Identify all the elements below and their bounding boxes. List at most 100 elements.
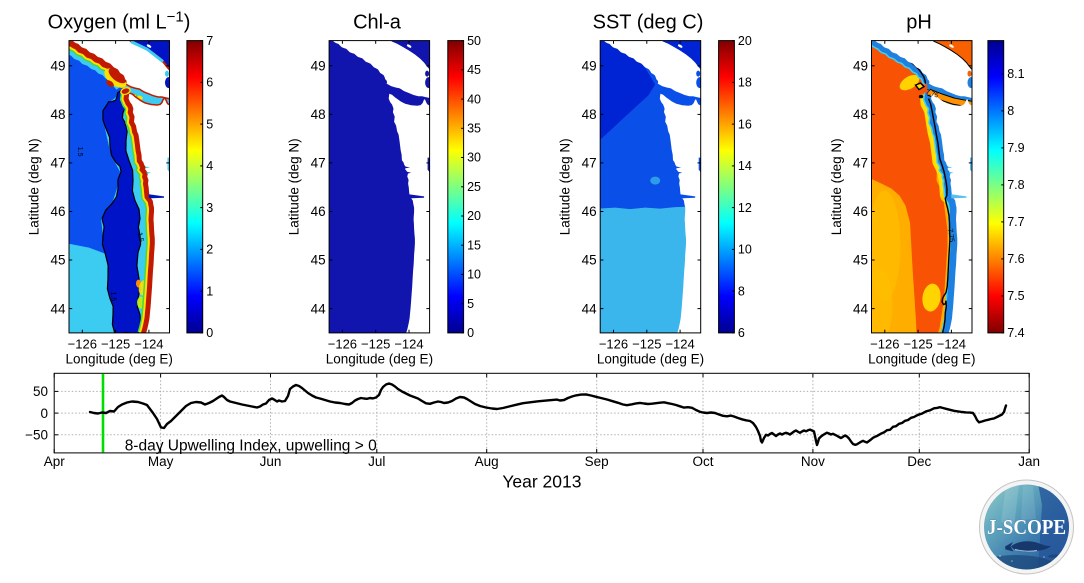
svg-text:48: 48	[311, 107, 326, 122]
svg-text:SST (deg C): SST (deg C)	[593, 12, 704, 34]
svg-text:5: 5	[206, 117, 213, 131]
svg-text:7.7: 7.7	[1007, 215, 1024, 229]
svg-text:47: 47	[582, 156, 597, 171]
svg-text:−126: −126	[599, 336, 628, 351]
svg-text:8-day Upwelling Index, upwelli: 8-day Upwelling Index, upwelling > 0	[125, 438, 377, 455]
svg-text:8: 8	[738, 284, 745, 298]
svg-text:47: 47	[311, 156, 326, 171]
svg-text:Jun: Jun	[260, 454, 282, 469]
svg-text:2: 2	[206, 243, 213, 257]
svg-text:0: 0	[40, 406, 48, 421]
svg-text:47: 47	[853, 156, 868, 171]
svg-text:49: 49	[311, 59, 326, 74]
svg-text:−126: −126	[328, 336, 357, 351]
svg-text:Latitude (deg N): Latitude (deg N)	[26, 138, 41, 235]
svg-text:−124: −124	[937, 336, 966, 351]
svg-text:5: 5	[467, 297, 474, 311]
svg-text:pH: pH	[906, 12, 932, 34]
svg-text:Longitude (deg E): Longitude (deg E)	[326, 351, 433, 366]
svg-text:−125: −125	[632, 336, 661, 351]
svg-text:12: 12	[738, 201, 752, 215]
svg-text:Latitude (deg N): Latitude (deg N)	[287, 138, 302, 235]
svg-text:48: 48	[853, 107, 868, 122]
svg-text:20: 20	[467, 209, 481, 223]
svg-text:1.5: 1.5	[109, 292, 116, 302]
svg-text:40: 40	[467, 92, 481, 106]
svg-text:6: 6	[738, 326, 745, 340]
svg-text:44: 44	[311, 301, 327, 316]
svg-text:Longitude (deg E): Longitude (deg E)	[597, 351, 704, 366]
svg-text:30: 30	[467, 151, 481, 165]
svg-text:45: 45	[467, 63, 481, 77]
svg-text:−124: −124	[394, 336, 423, 351]
svg-text:Longitude (deg E): Longitude (deg E)	[66, 351, 173, 366]
svg-text:45: 45	[311, 253, 326, 268]
svg-text:4: 4	[206, 159, 213, 173]
svg-text:44: 44	[582, 301, 598, 316]
svg-text:Aug: Aug	[475, 454, 499, 469]
svg-text:Jul: Jul	[368, 454, 385, 469]
svg-text:Dec: Dec	[907, 454, 931, 469]
svg-text:48: 48	[582, 107, 597, 122]
svg-text:Oct: Oct	[692, 454, 713, 469]
svg-text:Nov: Nov	[801, 454, 825, 469]
svg-text:46: 46	[853, 204, 868, 219]
svg-text:Latitude (deg N): Latitude (deg N)	[558, 138, 573, 235]
svg-text:−125: −125	[361, 336, 390, 351]
svg-text:49: 49	[582, 59, 597, 74]
svg-text:18: 18	[738, 76, 752, 90]
svg-text:May: May	[148, 454, 174, 469]
svg-text:Oxygen (ml L−1): Oxygen (ml L−1)	[48, 9, 191, 34]
svg-text:8: 8	[1007, 104, 1014, 118]
svg-text:0: 0	[206, 326, 213, 340]
svg-text:16: 16	[738, 117, 752, 131]
svg-text:8.1: 8.1	[1007, 67, 1024, 81]
svg-text:Longitude (deg E): Longitude (deg E)	[868, 351, 975, 366]
svg-text:45: 45	[853, 253, 868, 268]
svg-text:Latitude (deg N): Latitude (deg N)	[829, 138, 844, 235]
svg-text:−124: −124	[665, 336, 694, 351]
svg-text:7.75: 7.75	[925, 89, 940, 100]
svg-text:49: 49	[853, 59, 868, 74]
svg-text:J-SCOPE: J-SCOPE	[987, 515, 1066, 539]
svg-text:Apr: Apr	[44, 454, 66, 469]
svg-text:Year 2013: Year 2013	[502, 472, 581, 492]
svg-text:20: 20	[738, 34, 752, 48]
svg-text:6: 6	[206, 76, 213, 90]
svg-text:−124: −124	[134, 336, 163, 351]
svg-text:−125: −125	[101, 336, 130, 351]
svg-text:44: 44	[50, 301, 66, 316]
svg-text:1: 1	[206, 284, 213, 298]
svg-text:15: 15	[467, 238, 481, 252]
svg-text:Sep: Sep	[585, 454, 609, 469]
svg-text:−126: −126	[68, 336, 97, 351]
svg-text:46: 46	[311, 204, 326, 219]
svg-text:49: 49	[50, 59, 65, 74]
svg-text:−50: −50	[25, 428, 48, 443]
svg-text:10: 10	[738, 243, 752, 257]
svg-text:50: 50	[467, 34, 481, 48]
svg-text:7.75: 7.75	[946, 228, 955, 242]
svg-text:7.6: 7.6	[1007, 252, 1024, 266]
svg-text:1.5: 1.5	[76, 147, 83, 157]
svg-text:47: 47	[50, 156, 65, 171]
svg-text:1.5: 1.5	[136, 232, 145, 243]
svg-text:7.9: 7.9	[1007, 141, 1024, 155]
svg-text:45: 45	[50, 253, 65, 268]
svg-text:7.8: 7.8	[1007, 178, 1024, 192]
svg-text:46: 46	[582, 204, 597, 219]
svg-text:14: 14	[738, 159, 752, 173]
svg-text:44: 44	[853, 301, 869, 316]
svg-text:50: 50	[33, 384, 48, 399]
svg-text:7.5: 7.5	[1007, 289, 1024, 303]
svg-text:46: 46	[50, 204, 65, 219]
svg-text:7: 7	[206, 34, 213, 48]
svg-text:−125: −125	[903, 336, 932, 351]
svg-text:35: 35	[467, 122, 481, 136]
svg-text:7.4: 7.4	[1007, 326, 1024, 340]
svg-text:48: 48	[50, 107, 65, 122]
svg-text:25: 25	[467, 180, 481, 194]
svg-text:3: 3	[206, 201, 213, 215]
svg-text:10: 10	[467, 268, 481, 282]
svg-text:−126: −126	[870, 336, 899, 351]
